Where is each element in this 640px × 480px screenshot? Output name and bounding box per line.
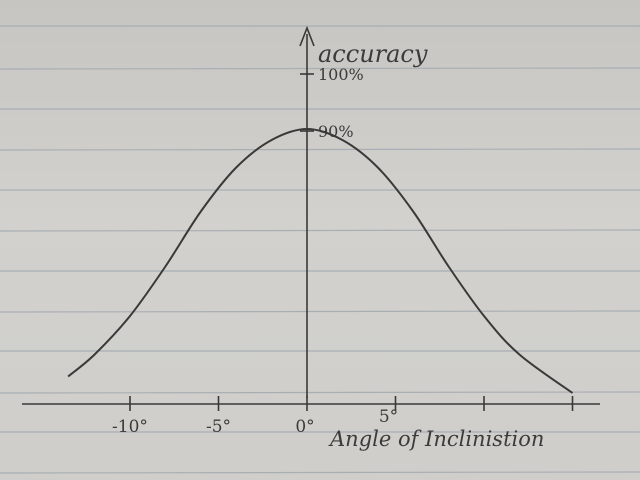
y-tick-label: 90% [318,122,354,141]
ruled-line [0,471,640,474]
y-axis-label: accuracy [318,40,428,68]
ruled-line [0,391,640,394]
ruled-line [0,148,640,151]
y-tick-label: 100% [318,65,364,84]
ruled-lines [0,25,640,474]
y-ticks: 100% 90% [300,65,364,141]
x-axis-label: Angle of Inclinistion [328,427,544,451]
x-tick-label: -5° [206,417,231,437]
x-ticks: -10° -5° 0° 5° [112,396,574,437]
series-0-line [67,127,574,394]
ruled-line [0,310,640,313]
x-tick-label: -10° [112,417,148,437]
x-tick-label: 0° [295,417,314,437]
ruled-line [0,229,640,232]
ruled-line [0,67,640,70]
axes [22,25,600,405]
y-axis-arrowhead [299,25,315,47]
x-tick-label: 5° [379,407,398,427]
